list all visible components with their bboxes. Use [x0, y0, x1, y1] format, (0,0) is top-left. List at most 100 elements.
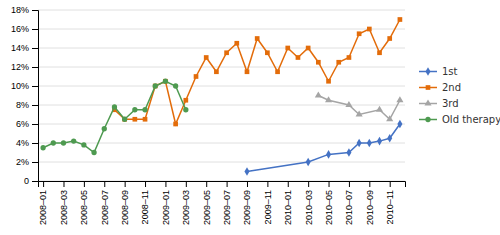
series-point — [387, 134, 392, 143]
y-tick-label: 0 — [24, 176, 29, 186]
series-line — [318, 96, 400, 120]
legend-label: 2nd — [442, 82, 461, 93]
legend-swatch-marker — [426, 85, 431, 90]
legend-label: 1st — [442, 66, 458, 77]
x-tick: 2008–01 — [38, 181, 48, 225]
grid-line — [38, 48, 405, 49]
legend-item: 1st — [419, 66, 458, 77]
grid-line — [38, 86, 405, 87]
series-point — [285, 46, 290, 51]
y-tick: 4% — [16, 138, 38, 148]
series-point — [245, 69, 250, 74]
x-tick-mark — [84, 181, 85, 187]
series-point — [183, 98, 188, 103]
x-tick-label: 2010–11 — [385, 190, 395, 224]
x-tick: 2009–03 — [181, 181, 191, 225]
series-point — [122, 117, 127, 122]
x-tick: 2009–07 — [222, 181, 232, 225]
y-tick: 18% — [11, 5, 38, 15]
y-tick-label: 6% — [16, 119, 29, 129]
x-tick-label: 2009–01 — [161, 190, 171, 225]
x-tick-mark — [390, 181, 391, 187]
y-tick-label: 16% — [11, 24, 29, 34]
series-point — [194, 74, 199, 79]
grid-line — [38, 29, 405, 30]
series-point — [296, 55, 301, 60]
series-point — [40, 145, 45, 150]
x-tick: 2010–11 — [385, 181, 395, 224]
y-tick: 14% — [11, 43, 38, 53]
series — [244, 120, 402, 176]
series-point — [163, 79, 168, 84]
legend-item: 3rd — [419, 98, 459, 109]
x-tick-mark — [308, 181, 309, 187]
series-point — [265, 50, 270, 55]
x-tick-mark — [145, 181, 146, 187]
y-tick-label: 2% — [16, 157, 29, 167]
series-point — [183, 107, 188, 112]
x-tick-mark — [349, 181, 350, 187]
x-tick: 2008–05 — [79, 181, 89, 225]
y-tick: 6% — [16, 119, 38, 129]
y-tick: 2% — [16, 157, 38, 167]
chart: 2008–01 2008–03 2008–05 2008–07 2008–09 2008–… — [0, 0, 500, 235]
x-tick: 2010–09 — [365, 181, 375, 225]
x-tick-label: 2009–05 — [202, 190, 212, 225]
x-tick: 2008–09 — [120, 181, 130, 225]
series-point — [315, 91, 322, 97]
y-tick-mark — [32, 48, 38, 49]
series-point — [345, 101, 352, 107]
series-point — [396, 96, 403, 102]
x-tick-label: 2008–09 — [120, 190, 130, 225]
x-tick-mark — [186, 181, 187, 187]
series-point — [367, 27, 372, 32]
y-tick: 16% — [11, 24, 38, 34]
series-point — [397, 120, 402, 129]
x-tick-mark — [125, 181, 126, 187]
series-point — [275, 69, 280, 74]
series-point — [133, 117, 138, 122]
y-tick-mark — [32, 181, 38, 182]
series-line — [43, 81, 186, 152]
series-point — [244, 167, 249, 176]
x-tick-label: 2008–07 — [100, 190, 110, 225]
y-tick-label: 4% — [16, 138, 29, 148]
x-tick: 2008–11 — [140, 181, 150, 224]
y-axis: 0 2% 4% 6% 8% 10% 12% 14% 16% 18% — [11, 5, 39, 186]
y-tick-mark — [32, 105, 38, 106]
series-point — [325, 96, 332, 102]
x-tick-mark — [227, 181, 228, 187]
x-tick-mark — [104, 181, 105, 187]
y-tick-label: 8% — [16, 100, 29, 110]
y-axis-line — [32, 11, 39, 182]
x-tick-mark — [206, 181, 207, 187]
x-tick: 2008–03 — [59, 181, 69, 225]
legend-item: Old therapy — [419, 114, 500, 125]
legend-label: 3rd — [442, 98, 459, 109]
x-tick-mark — [43, 181, 44, 187]
x-tick: 2009–11 — [263, 181, 273, 224]
legend: 1st 2nd 3rd Old therapy — [419, 66, 500, 125]
series-point — [234, 41, 239, 46]
x-tick-label: 2009–03 — [181, 190, 191, 225]
x-tick-mark — [329, 181, 330, 187]
series-point — [357, 31, 362, 36]
y-tick-mark — [32, 67, 38, 68]
series-point — [376, 106, 383, 112]
series — [40, 79, 188, 156]
y-tick: 10% — [11, 81, 38, 91]
y-tick-mark — [32, 29, 38, 30]
y-tick-mark — [32, 86, 38, 87]
series-point — [336, 60, 341, 65]
series-point — [377, 137, 382, 146]
grid-line — [38, 67, 405, 68]
series-point — [71, 138, 76, 143]
y-tick-label: 12% — [11, 62, 29, 72]
series-point — [377, 50, 382, 55]
grid-line — [38, 162, 405, 163]
x-tick: 2009–01 — [161, 181, 171, 225]
x-tick-mark — [63, 181, 64, 187]
series-point — [356, 110, 363, 116]
series-point — [173, 83, 178, 88]
series-point — [326, 79, 331, 84]
